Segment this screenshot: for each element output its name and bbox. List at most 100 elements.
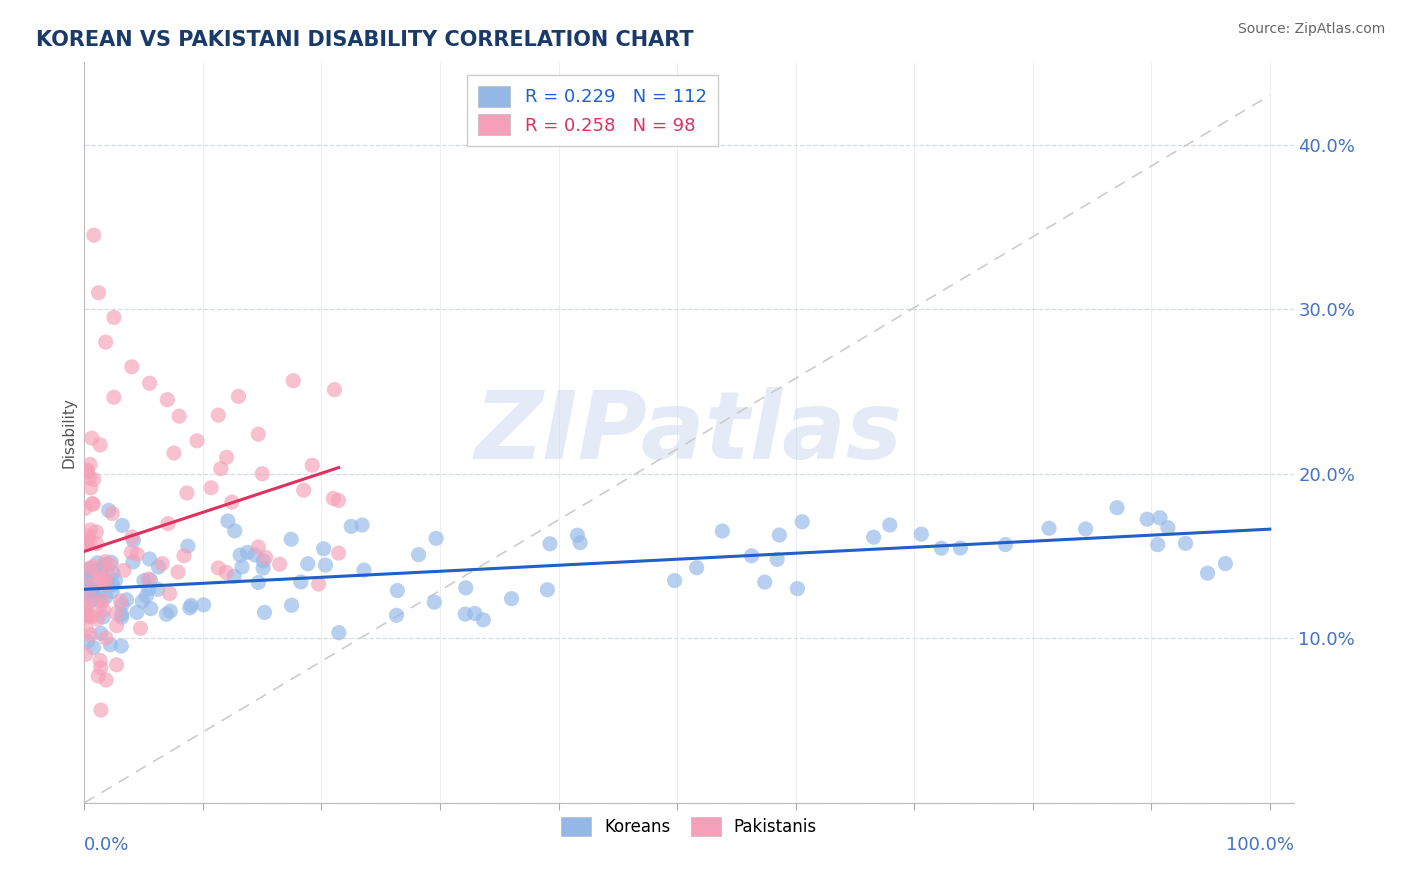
Point: [79, 471, 101, 485]
Point: [79, 628, 101, 642]
Point: [105, 606, 128, 620]
Point: [179, 600, 201, 615]
Point: [90, 626, 112, 640]
Point: [125, 606, 148, 620]
Point: [111, 610, 134, 624]
Point: [209, 461, 232, 475]
Point: [229, 548, 252, 562]
Point: [138, 552, 160, 566]
Point: [93, 573, 115, 587]
Point: [76, 465, 98, 479]
Point: [135, 589, 157, 603]
Point: [1197, 566, 1219, 581]
Point: [100, 638, 122, 652]
Point: [215, 450, 238, 465]
Point: [862, 530, 884, 544]
Point: [90, 703, 112, 717]
Point: [127, 547, 149, 561]
Point: [569, 535, 592, 549]
Point: [91, 561, 114, 575]
Point: [252, 554, 274, 568]
Point: [73, 538, 96, 552]
Point: [176, 486, 198, 500]
Point: [308, 577, 330, 591]
Point: [80, 431, 103, 445]
Point: [155, 607, 177, 622]
Point: [1157, 521, 1180, 535]
Point: [224, 569, 246, 583]
Point: [250, 467, 273, 481]
Point: [83, 640, 105, 655]
Point: [1149, 510, 1171, 524]
Point: [96, 575, 118, 590]
Point: [464, 607, 486, 621]
Point: [79, 481, 101, 495]
Point: [243, 548, 266, 562]
Point: [103, 390, 125, 404]
Point: [98, 558, 121, 572]
Point: [89, 438, 111, 452]
Point: [247, 540, 270, 554]
Point: [76, 572, 98, 586]
Text: ZIPatlas: ZIPatlas: [475, 386, 903, 479]
Point: [328, 493, 350, 508]
Point: [754, 575, 776, 590]
Point: [83, 472, 105, 486]
Point: [159, 586, 181, 600]
Point: [89, 584, 111, 599]
Point: [77, 529, 100, 543]
Point: [75, 577, 97, 591]
Point: [112, 563, 135, 577]
Point: [252, 561, 274, 575]
Point: [79, 561, 101, 575]
Point: [323, 383, 346, 397]
Point: [89, 653, 111, 667]
Point: [122, 533, 145, 548]
Point: [76, 463, 98, 477]
Point: [247, 575, 270, 590]
Point: [90, 661, 112, 675]
Point: [138, 572, 160, 586]
Point: [94, 631, 117, 645]
Legend: Koreans, Pakistanis: Koreans, Pakistanis: [554, 810, 824, 843]
Point: [79, 567, 101, 582]
Point: [82, 497, 104, 511]
Point: [94, 577, 117, 591]
Point: [86, 612, 108, 626]
Point: [100, 555, 122, 569]
Point: [82, 559, 104, 574]
Point: [949, 541, 972, 555]
Point: [111, 518, 134, 533]
Point: [664, 574, 686, 588]
Point: [711, 524, 734, 538]
Point: [792, 515, 814, 529]
Point: [766, 552, 789, 566]
Point: [91, 593, 114, 607]
Point: [77, 562, 100, 576]
Point: [101, 507, 124, 521]
Point: [280, 533, 302, 547]
Point: [215, 566, 238, 580]
Point: [76, 598, 98, 612]
Point: [104, 574, 127, 588]
Point: [105, 618, 128, 632]
Point: [741, 549, 763, 563]
Point: [132, 574, 155, 588]
Point: [167, 409, 190, 424]
Point: [931, 541, 953, 556]
Point: [122, 555, 145, 569]
Point: [94, 590, 117, 604]
Point: [79, 591, 101, 605]
Point: [879, 518, 901, 533]
Text: 100.0%: 100.0%: [1226, 836, 1294, 855]
Point: [82, 497, 104, 511]
Point: [301, 458, 323, 473]
Point: [73, 605, 96, 619]
Point: [91, 610, 114, 624]
Point: [1136, 512, 1159, 526]
Point: [101, 566, 124, 580]
Point: [148, 560, 170, 574]
Point: [138, 376, 160, 391]
Point: [1215, 557, 1237, 571]
Point: [75, 648, 97, 662]
